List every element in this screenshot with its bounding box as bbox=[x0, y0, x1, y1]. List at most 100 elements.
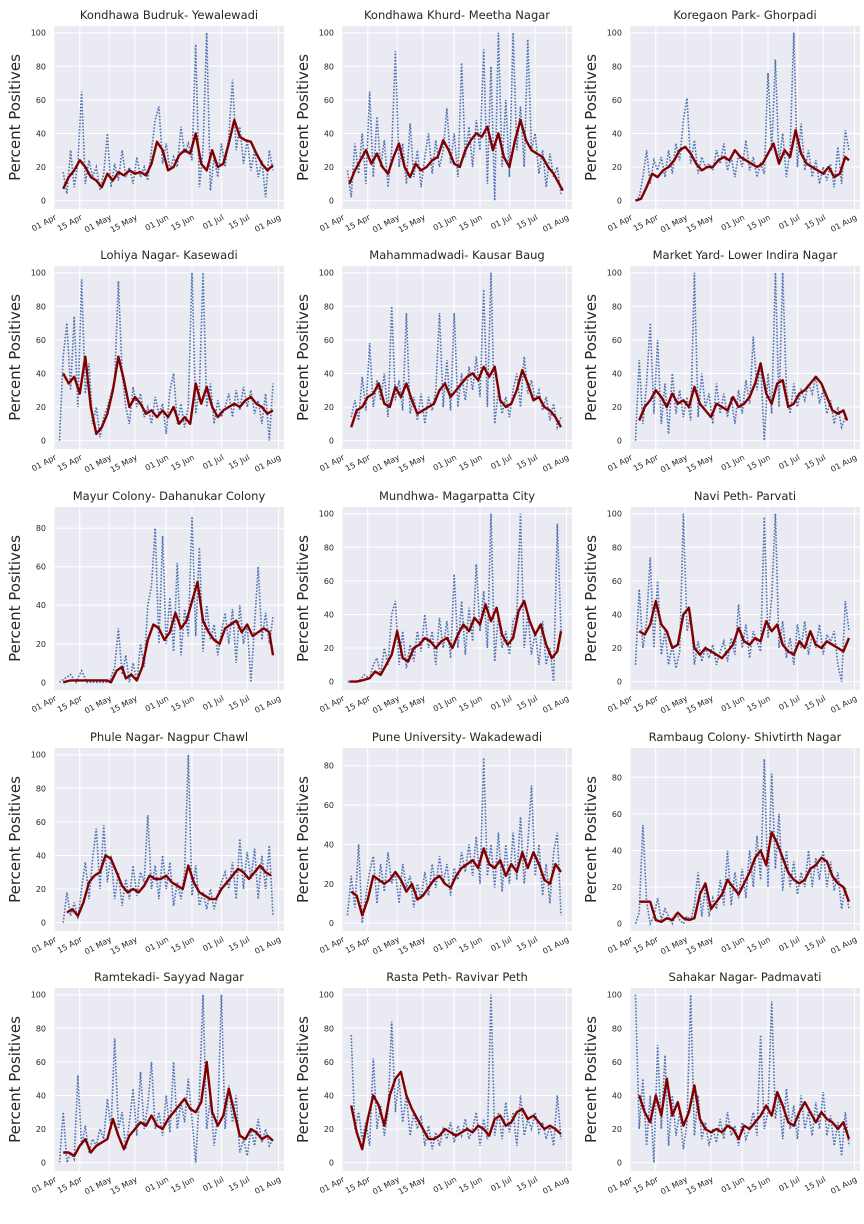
x-tick-label: 01 Jun bbox=[144, 1175, 171, 1195]
x-tick-label: 01 May bbox=[371, 1175, 401, 1197]
y-tick-label: 80 bbox=[612, 302, 622, 311]
x-tick-label: 15 May bbox=[109, 935, 139, 957]
y-tick-label: 20 bbox=[612, 644, 622, 653]
x-tick-label: 15 May bbox=[685, 213, 715, 235]
smoothed-series-line bbox=[635, 128, 850, 202]
daily-series-line bbox=[62, 32, 274, 198]
x-tick-label: 15 Apr bbox=[56, 934, 84, 955]
y-axis-label: Percent Positives bbox=[6, 535, 24, 662]
y-axis-label: Percent Positives bbox=[294, 1016, 312, 1143]
y-axis-label: Percent Positives bbox=[582, 535, 600, 662]
x-tick-label: 01 Aug bbox=[829, 1175, 858, 1196]
x-tick-label: 15 Apr bbox=[344, 934, 372, 955]
panel-title: Pune University- Wakadewadi bbox=[372, 730, 542, 744]
y-tick-label: 0 bbox=[617, 920, 622, 929]
y-tick-label: 100 bbox=[31, 991, 46, 1000]
y-tick-label: 0 bbox=[617, 1159, 622, 1168]
x-tick-label: 01 Jul bbox=[201, 453, 225, 471]
y-axis-label: Percent Positives bbox=[6, 776, 24, 903]
x-tick-label: 01 Apr bbox=[318, 1174, 346, 1195]
x-tick-label: 15 Apr bbox=[632, 212, 660, 233]
x-tick-label: 15 Jun bbox=[169, 213, 196, 233]
panel-title: Sahakar Nagar- Padmavati bbox=[669, 970, 822, 984]
plot-background bbox=[630, 26, 860, 209]
x-tick-label: 15 Jun bbox=[169, 1175, 196, 1195]
x-tick-label: 01 Jun bbox=[432, 213, 459, 233]
x-tick-label: 15 Jun bbox=[457, 1175, 484, 1195]
panel-title: Ramtekadi- Sayyad Nagar bbox=[94, 970, 244, 984]
smoothed-series-line bbox=[638, 599, 851, 660]
x-tick-label: 15 Apr bbox=[632, 1174, 660, 1195]
x-tick-label: 01 May bbox=[371, 213, 401, 235]
x-tick-label: 01 Aug bbox=[541, 213, 570, 234]
y-tick-label: 60 bbox=[612, 810, 622, 819]
x-tick-label: 01 Jun bbox=[720, 453, 747, 473]
y-tick-label: 60 bbox=[324, 1058, 334, 1067]
y-tick-label: 20 bbox=[324, 880, 334, 889]
smoothed-series-line bbox=[62, 118, 274, 190]
smoothed-series-line bbox=[350, 365, 563, 428]
x-tick-label: 01 Aug bbox=[541, 935, 570, 956]
x-tick-label: 01 Apr bbox=[30, 693, 58, 714]
y-tick-label: 100 bbox=[607, 29, 622, 38]
x-tick-label: 15 Jun bbox=[745, 1175, 772, 1195]
y-tick-label: 20 bbox=[324, 403, 334, 412]
x-tick-label: 01 Aug bbox=[829, 694, 858, 715]
y-tick-label: 80 bbox=[324, 62, 334, 71]
panel-title: Navi Peth- Parvati bbox=[694, 489, 796, 503]
y-tick-label: 20 bbox=[324, 1125, 334, 1134]
smoothed-series-line bbox=[350, 847, 562, 917]
plot-background bbox=[54, 507, 284, 690]
y-tick-label: 0 bbox=[41, 197, 46, 206]
x-tick-label: 01 May bbox=[371, 935, 401, 957]
x-tick-label: 15 Jul bbox=[803, 935, 827, 953]
x-tick-label: 01 Aug bbox=[253, 694, 282, 715]
x-tick-label: 01 Jul bbox=[777, 453, 801, 471]
y-tick-label: 20 bbox=[324, 644, 334, 653]
y-axis-label: Percent Positives bbox=[582, 776, 600, 903]
y-tick-label: 20 bbox=[36, 163, 46, 172]
plot-background bbox=[630, 266, 860, 449]
y-tick-label: 20 bbox=[612, 1125, 622, 1134]
panel-title: Mahammadwadi- Kausar Baug bbox=[369, 248, 544, 262]
x-tick-label: 01 May bbox=[659, 935, 689, 957]
x-tick-label: 01 May bbox=[371, 453, 401, 475]
daily-series-line bbox=[58, 272, 274, 441]
y-tick-label: 40 bbox=[36, 601, 46, 610]
y-tick-label: 80 bbox=[324, 1024, 334, 1033]
x-tick-label: 01 Apr bbox=[30, 452, 58, 473]
x-tick-label: 15 May bbox=[109, 694, 139, 716]
y-tick-label: 100 bbox=[319, 510, 334, 519]
y-tick-label: 0 bbox=[329, 919, 334, 928]
y-tick-label: 20 bbox=[36, 403, 46, 412]
daily-series-line bbox=[634, 994, 850, 1163]
y-tick-label: 40 bbox=[36, 129, 46, 138]
y-axis-label: Percent Positives bbox=[6, 1016, 24, 1143]
x-tick-label: 01 Apr bbox=[606, 1174, 634, 1195]
daily-series-line bbox=[350, 272, 562, 431]
y-tick-label: 40 bbox=[324, 129, 334, 138]
x-tick-label: 01 Jul bbox=[489, 935, 513, 953]
y-tick-label: 40 bbox=[324, 1091, 334, 1100]
x-tick-label: 01 May bbox=[659, 1175, 689, 1197]
y-tick-label: 40 bbox=[612, 1091, 622, 1100]
daily-series-line bbox=[634, 272, 847, 441]
x-tick-label: 01 May bbox=[83, 935, 113, 957]
x-tick-label: 01 Aug bbox=[253, 453, 282, 474]
x-tick-label: 01 Apr bbox=[30, 212, 58, 233]
y-tick-label: 0 bbox=[617, 678, 622, 687]
y-tick-label: 40 bbox=[324, 840, 334, 849]
x-tick-label: 01 Jun bbox=[432, 694, 459, 714]
x-tick-label: 15 Apr bbox=[56, 1174, 84, 1195]
x-tick-label: 01 Jun bbox=[144, 935, 171, 955]
y-tick-label: 0 bbox=[617, 437, 622, 446]
x-tick-label: 15 Jul bbox=[515, 1175, 539, 1193]
panel-title: Market Yard- Lower Indira Nagar bbox=[653, 248, 838, 262]
x-tick-label: 15 Jul bbox=[803, 1175, 827, 1193]
